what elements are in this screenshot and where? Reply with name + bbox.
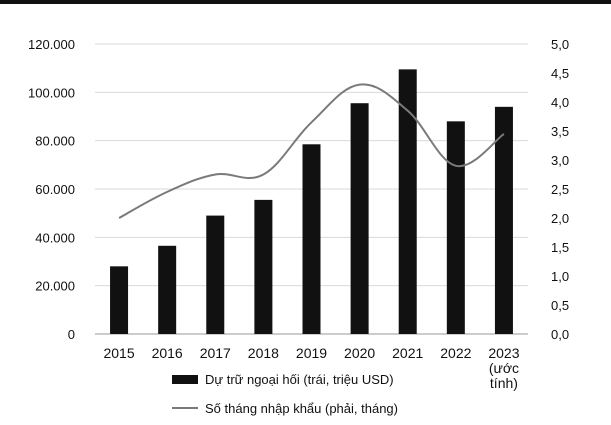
- x-tick-label: 2016: [152, 345, 183, 361]
- bar: [350, 103, 369, 334]
- right-tick-label: 0,5: [551, 298, 569, 313]
- top-border: [0, 0, 611, 4]
- right-tick-label: 4,5: [551, 66, 569, 81]
- bar: [110, 266, 129, 334]
- bar: [494, 106, 513, 334]
- bar: [398, 69, 417, 334]
- left-tick-label: 20.000: [35, 279, 75, 294]
- right-tick-label: 5,0: [551, 37, 569, 52]
- legend-swatch-bar: [172, 375, 198, 384]
- x-tick-label: 2023 (ước tính): [488, 345, 519, 391]
- left-tick-label: 120.000: [28, 37, 75, 52]
- left-tick-label: 0: [68, 327, 75, 342]
- right-tick-label: 3,5: [551, 124, 569, 139]
- right-tick-label: 0,0: [551, 327, 569, 342]
- left-axis-ticks: 0 20.000 40.000 60.000 80.000 100.000 120.000: [28, 37, 75, 342]
- left-tick-label: 100.000: [28, 85, 75, 100]
- right-tick-label: 3,0: [551, 153, 569, 168]
- bar: [302, 144, 321, 334]
- left-tick-label: 80.000: [35, 134, 75, 149]
- legend: Dự trữ ngoại hối (trái, triệu USD) Số th…: [172, 372, 398, 416]
- bar: [206, 215, 225, 334]
- bar: [446, 121, 465, 334]
- x-tick-label: 2020: [344, 345, 375, 361]
- legend-label-line: Số tháng nhập khẩu (phải, tháng): [205, 401, 398, 416]
- legend-label-bar: Dự trữ ngoại hối (trái, triệu USD): [205, 372, 394, 387]
- x-tick-label: 2022: [440, 345, 471, 361]
- right-tick-label: 2,0: [551, 211, 569, 226]
- x-axis-ticks: 2015 2016 2017 2018 2019 2020 2021 2022 2023 (ước…: [103, 345, 519, 391]
- right-tick-label: 1,5: [551, 240, 569, 255]
- x-tick-label: 2018: [248, 345, 279, 361]
- bar: [158, 245, 177, 334]
- bar-series: [110, 69, 513, 334]
- bar: [254, 199, 273, 334]
- x-tick-label: 2019: [296, 345, 327, 361]
- right-tick-label: 4,0: [551, 95, 569, 110]
- left-tick-label: 40.000: [35, 230, 75, 245]
- x-tick-label: 2021: [392, 345, 423, 361]
- right-tick-label: 2,5: [551, 182, 569, 197]
- right-tick-label: 1,0: [551, 269, 569, 284]
- right-axis-ticks: 0,0 0,5 1,0 1,5 2,0 2,5 3,0 3,5 4,0 4,5 5,0: [551, 37, 569, 342]
- left-tick-label: 60.000: [35, 182, 75, 197]
- line-series: [118, 83, 505, 219]
- x-tick-label: 2017: [200, 345, 231, 361]
- x-tick-label: 2015: [103, 345, 134, 361]
